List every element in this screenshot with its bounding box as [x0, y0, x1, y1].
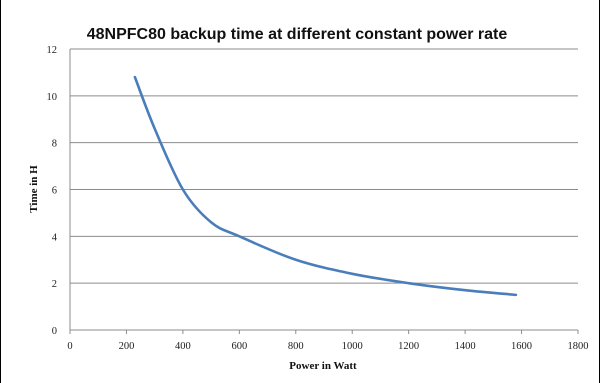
- x-tick-labels: 0 200 400 600 800 1000 1200 1400 1600 1800: [67, 341, 588, 352]
- x-tick-label: 400: [175, 341, 191, 352]
- x-tick-label: 800: [288, 341, 304, 352]
- chart-title: 48NPFC80 backup time at different consta…: [87, 26, 508, 43]
- gridlines: [70, 48, 578, 284]
- series-line: [133, 75, 518, 297]
- x-tick-label: 600: [231, 341, 247, 352]
- x-tick-label: 200: [119, 341, 135, 352]
- x-axis-label: Power in Watt: [289, 360, 357, 372]
- y-tick-label: 8: [52, 139, 57, 150]
- y-tick-label: 10: [47, 92, 58, 103]
- x-tick-label: 1200: [398, 341, 419, 352]
- y-tick-label: 2: [52, 279, 57, 290]
- x-tick-label: 1000: [342, 341, 363, 352]
- y-tick-label: 6: [52, 186, 57, 197]
- y-tick-label: 4: [52, 232, 58, 243]
- series-layer: [133, 75, 518, 297]
- y-axis-label: Time in H: [28, 165, 40, 213]
- x-tick-label: 1400: [455, 341, 476, 352]
- y-tick-labels: 0 2 4 6 8 10 12: [47, 45, 58, 337]
- x-tick-label: 1800: [568, 341, 589, 352]
- y-tick-label: 12: [47, 45, 58, 56]
- x-tick-label: 1600: [511, 341, 532, 352]
- axes: [69, 49, 579, 334]
- y-tick-label: 0: [52, 326, 57, 337]
- x-tick-label: 0: [67, 341, 72, 352]
